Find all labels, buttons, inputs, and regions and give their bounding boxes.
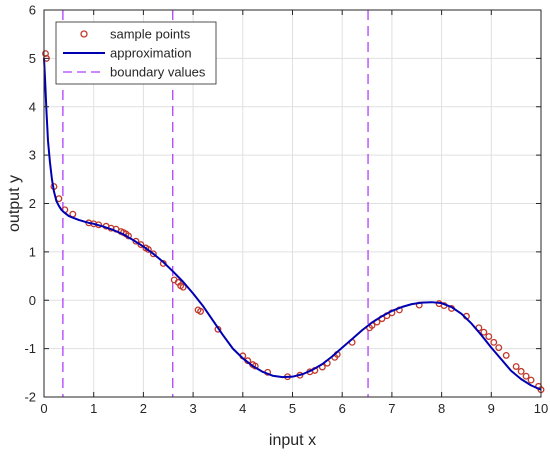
y-axis-label: output y xyxy=(6,175,23,232)
y-tick-label: 5 xyxy=(29,51,36,66)
y-tick-label: -2 xyxy=(24,390,36,405)
legend-marker-sample-points xyxy=(80,30,88,38)
legend-label-boundary-values: boundary values xyxy=(110,65,206,80)
x-tick-label: 2 xyxy=(140,401,147,416)
x-tick-label: 9 xyxy=(488,401,495,416)
y-tick-label: -1 xyxy=(24,341,36,356)
x-tick-label: 8 xyxy=(438,401,445,416)
x-tick-label: 1 xyxy=(90,401,97,416)
sample-point xyxy=(485,333,493,340)
sample-point xyxy=(527,376,535,384)
series-layer xyxy=(42,50,545,394)
x-tick-label: 4 xyxy=(239,401,246,416)
legend-label-approximation: approximation xyxy=(110,46,192,61)
y-tick-label: 2 xyxy=(29,196,36,211)
y-tick-label: 6 xyxy=(29,3,36,18)
sample-point xyxy=(144,246,152,253)
legend: sample points approximation boundary val… xyxy=(55,21,217,85)
tick-labels: 0 1 2 3 4 5 6 7 8 9 10 -2 -1 0 1 2 3 4 5 6 xyxy=(24,3,548,417)
y-tick-label: 4 xyxy=(29,99,36,114)
x-tick-label: 5 xyxy=(289,401,296,416)
legend-label-sample-points: sample points xyxy=(110,27,191,42)
sample-point xyxy=(480,328,488,336)
x-axis-label: input x xyxy=(269,432,316,449)
y-tick-label: 1 xyxy=(29,244,36,259)
sample-point xyxy=(517,367,525,375)
sample-point xyxy=(149,250,157,258)
sample-point xyxy=(197,307,205,315)
sample-point xyxy=(495,344,503,352)
sample-point xyxy=(502,351,510,359)
approximation-line xyxy=(43,58,542,391)
sample-point xyxy=(522,372,530,380)
sample-point xyxy=(490,338,498,346)
y-tick-label: 0 xyxy=(29,293,36,308)
sample-point xyxy=(512,363,520,370)
x-tick-label: 10 xyxy=(534,401,548,416)
x-tick-label: 6 xyxy=(339,401,346,416)
x-tick-label: 7 xyxy=(388,401,395,416)
sample-point xyxy=(137,241,145,249)
x-tick-label: 0 xyxy=(40,401,47,416)
x-tick-label: 3 xyxy=(189,401,196,416)
sample-point xyxy=(179,283,187,291)
y-tick-label: 3 xyxy=(29,148,36,163)
